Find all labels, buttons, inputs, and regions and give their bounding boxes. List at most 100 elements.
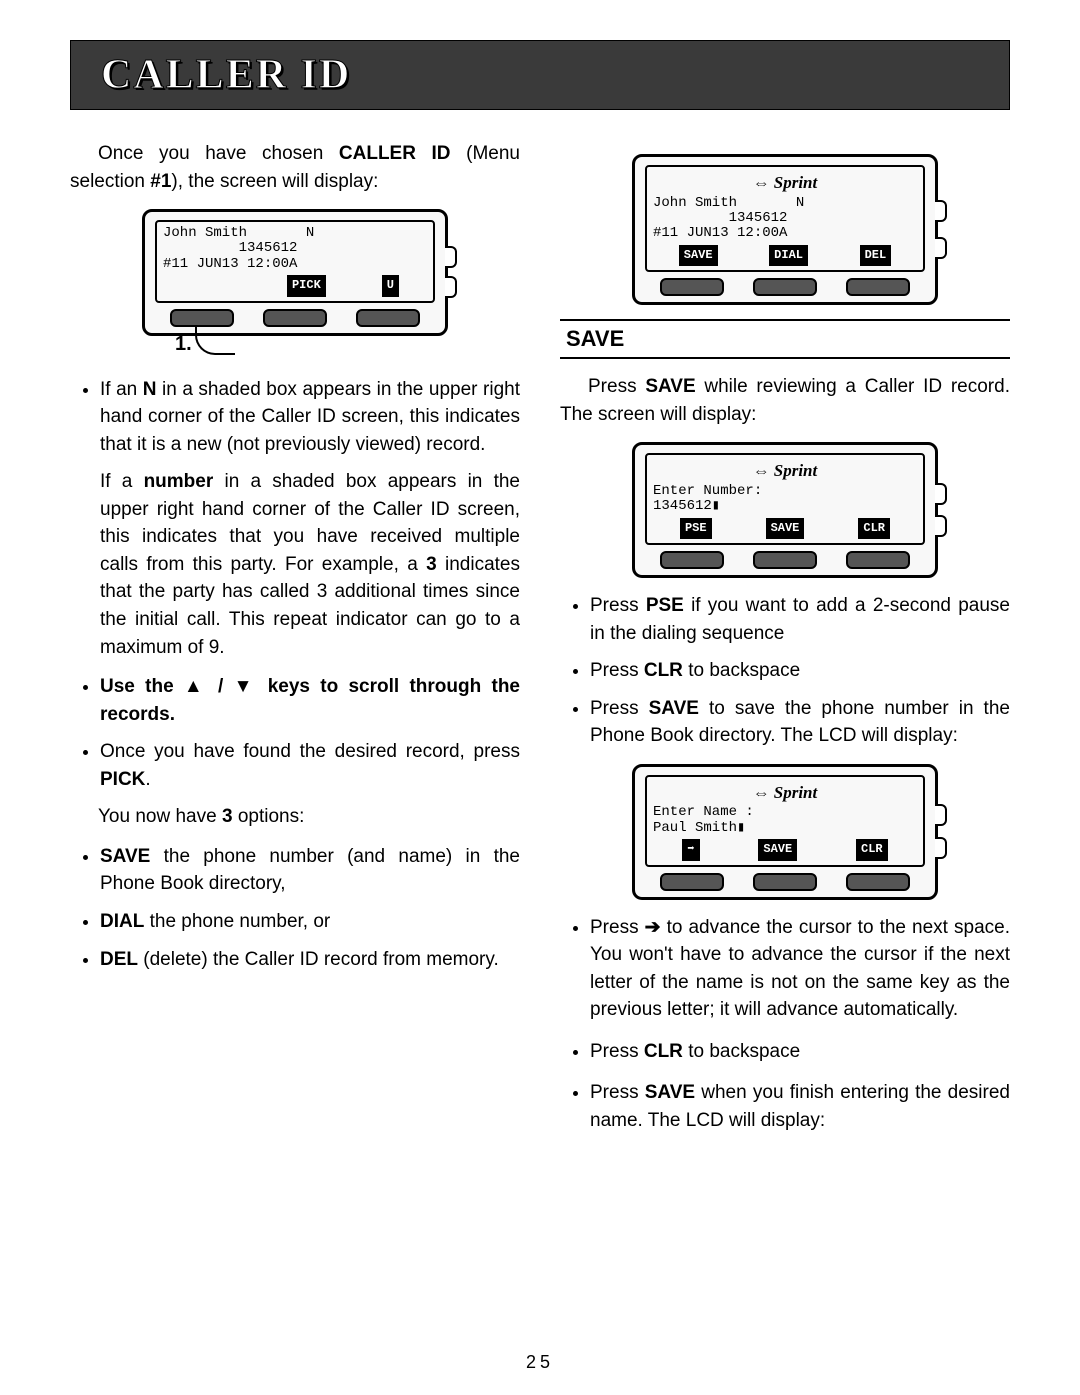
softkey-save: SAVE bbox=[766, 518, 805, 539]
lcd-inner: Sprint Enter Name : Paul Smith▮ ➡ SAVE C… bbox=[645, 775, 925, 867]
lcd-line: #11 JUN13 12:00A bbox=[163, 257, 427, 272]
lcd-line: Enter Number: bbox=[653, 484, 917, 499]
save-intro: Press SAVE while reviewing a Caller ID r… bbox=[560, 373, 1010, 428]
options-intro: You now have 3 options: bbox=[70, 803, 520, 831]
banner-caller-id: CALLER ID bbox=[70, 40, 1010, 110]
list-item: Press SAVE to save the phone number in t… bbox=[590, 695, 1010, 750]
hard-button bbox=[753, 278, 817, 296]
left-bullet-list: If an N in a shaded box appears in the u… bbox=[70, 376, 520, 794]
list-item: Press CLR to backspace bbox=[590, 1038, 1010, 1066]
text: Once you have chosen bbox=[98, 143, 339, 164]
options-list: SAVE the phone number (and name) in the … bbox=[70, 843, 520, 973]
page-number: 25 bbox=[526, 1352, 554, 1373]
text: Press bbox=[588, 376, 645, 397]
text-bold: PICK bbox=[100, 769, 145, 790]
softkey-save: SAVE bbox=[679, 245, 718, 266]
brand-sprint: Sprint bbox=[653, 459, 917, 484]
list-item: Press CLR to backspace bbox=[590, 657, 1010, 685]
lcd-line: 1345612 bbox=[163, 241, 427, 256]
text-bold: CLR bbox=[644, 660, 683, 681]
list-item: Press ➔ to advance the cursor to the nex… bbox=[590, 914, 1010, 1024]
lcd-enter-number-screen: Sprint Enter Number: 1345612▮ PSE SAVE C… bbox=[632, 442, 938, 578]
text-bold: 3 bbox=[426, 554, 437, 575]
text: Press bbox=[590, 1041, 644, 1062]
hard-button-row bbox=[645, 551, 925, 569]
hard-button-row bbox=[645, 278, 925, 296]
list-item: Use the ▲ / ▼ keys to scroll through the… bbox=[100, 673, 520, 728]
lcd-enter-name-screen: Sprint Enter Name : Paul Smith▮ ➡ SAVE C… bbox=[632, 764, 938, 900]
lcd-inner: John Smith N 1345612 #11 JUN13 12:00A PI… bbox=[155, 220, 435, 303]
softkey-clr: CLR bbox=[858, 518, 890, 539]
hard-button bbox=[753, 873, 817, 891]
text: to backspace bbox=[683, 1041, 800, 1062]
two-column-layout: Once you have chosen CALLER ID (Menu sel… bbox=[70, 140, 1010, 1144]
text-bold: SAVE bbox=[645, 376, 695, 397]
text: Press bbox=[590, 917, 645, 938]
lcd-line: John Smith N bbox=[653, 196, 917, 211]
text-bold: SAVE bbox=[100, 846, 150, 867]
softkey-arrow: ➡ bbox=[682, 839, 699, 860]
lcd-inner: Sprint John Smith N 1345612 #11 JUN13 12… bbox=[645, 165, 925, 272]
section-header-save: SAVE bbox=[560, 319, 1010, 359]
text: Press bbox=[590, 698, 649, 719]
text-bold: SAVE bbox=[649, 698, 699, 719]
list-item: DEL (delete) the Caller ID record from m… bbox=[100, 946, 520, 974]
hard-button bbox=[660, 873, 724, 891]
softkey-clr: CLR bbox=[856, 839, 888, 860]
text: the phone number, or bbox=[144, 911, 330, 932]
text-bold: number bbox=[144, 471, 214, 492]
text: Press bbox=[590, 660, 644, 681]
lcd-softkey-row: SAVE DIAL DEL bbox=[653, 245, 917, 266]
text-bold: N bbox=[143, 379, 157, 400]
banner-title: CALLER ID bbox=[101, 52, 351, 98]
text-bold: PSE bbox=[646, 595, 684, 616]
text: the phone number (and name) in the Phone… bbox=[100, 846, 520, 895]
callout-number: 1. bbox=[175, 330, 192, 359]
hard-button bbox=[660, 551, 724, 569]
list-item: Once you have found the desired record, … bbox=[100, 738, 520, 793]
hard-button bbox=[660, 278, 724, 296]
callout-curve bbox=[195, 325, 235, 355]
brand-sprint: Sprint bbox=[653, 781, 917, 806]
lcd-softkey-row: PICK U bbox=[163, 275, 427, 296]
device-side-buttons bbox=[935, 193, 945, 266]
device-side-buttons bbox=[445, 242, 455, 302]
softkey-save: SAVE bbox=[758, 839, 797, 860]
text: Once you have found the desired record, … bbox=[100, 741, 520, 762]
lcd-line: Paul Smith▮ bbox=[653, 821, 917, 836]
text: If a bbox=[100, 471, 144, 492]
softkey-u: U bbox=[382, 275, 399, 296]
lcd-softkey-row: PSE SAVE CLR bbox=[653, 518, 917, 539]
text: ), the screen will display: bbox=[171, 171, 378, 192]
lcd-line: 1345612▮ bbox=[653, 499, 917, 514]
text-bold: #1 bbox=[150, 171, 171, 192]
lcd-caller-id-screen: John Smith N 1345612 #11 JUN13 12:00A PI… bbox=[142, 209, 448, 336]
lcd-line: John Smith N bbox=[163, 226, 427, 241]
text: Press bbox=[590, 1082, 645, 1103]
right-column: Sprint John Smith N 1345612 #11 JUN13 12… bbox=[560, 140, 1010, 1144]
lcd-line: 1345612 bbox=[653, 211, 917, 226]
device-side-buttons bbox=[935, 799, 945, 864]
softkey-del: DEL bbox=[860, 245, 892, 266]
left-column: Once you have chosen CALLER ID (Menu sel… bbox=[70, 140, 520, 1144]
save-bullets-2: Press ➔ to advance the cursor to the nex… bbox=[560, 914, 1010, 1135]
list-item: DIAL the phone number, or bbox=[100, 908, 520, 936]
brand-sprint: Sprint bbox=[653, 171, 917, 196]
arrow-keys-text: Use the ▲ / ▼ keys to scroll through the… bbox=[100, 676, 520, 725]
softkey-pse: PSE bbox=[680, 518, 712, 539]
text: You now have bbox=[98, 806, 222, 827]
page: CALLER ID Once you have chosen CALLER ID… bbox=[0, 0, 1080, 1395]
list-item: Press PSE if you want to add a 2-second … bbox=[590, 592, 1010, 647]
text: in a shaded box appears in the upper rig… bbox=[100, 379, 520, 455]
list-item: SAVE the phone number (and name) in the … bbox=[100, 843, 520, 898]
device-side-buttons bbox=[935, 478, 945, 543]
hard-button bbox=[356, 309, 420, 327]
hard-button-row bbox=[645, 873, 925, 891]
text-bold: 3 bbox=[222, 806, 233, 827]
text-bold: SAVE bbox=[645, 1082, 695, 1103]
hard-button bbox=[846, 278, 910, 296]
lcd-options-screen: Sprint John Smith N 1345612 #11 JUN13 12… bbox=[632, 154, 938, 305]
hard-button-row bbox=[155, 309, 435, 327]
lcd-inner: Sprint Enter Number: 1345612▮ PSE SAVE C… bbox=[645, 453, 925, 545]
hard-button bbox=[263, 309, 327, 327]
